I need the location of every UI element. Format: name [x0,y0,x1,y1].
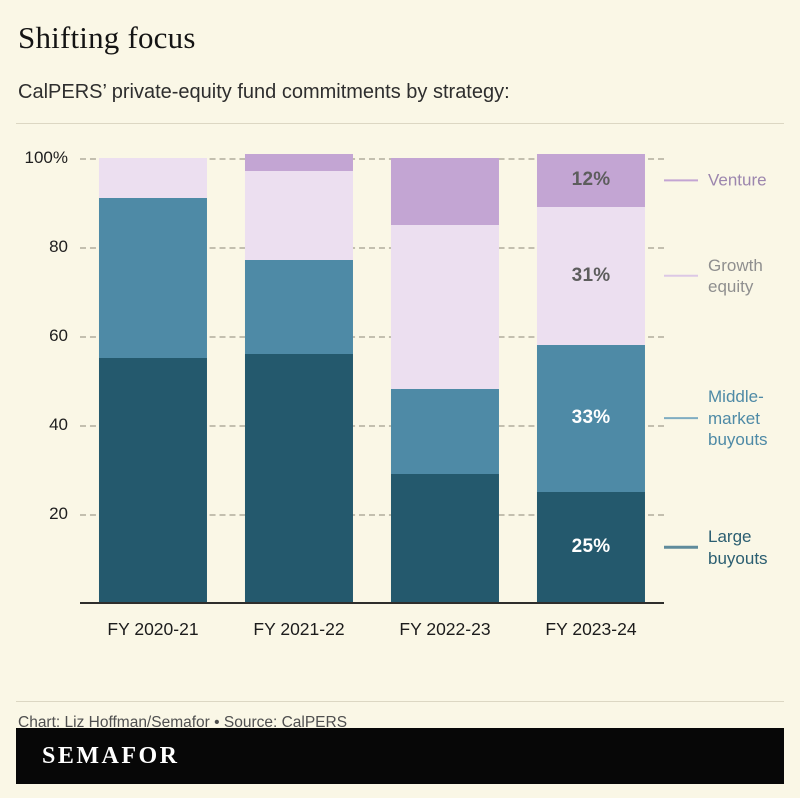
bar-segment: 12% [536,153,646,207]
legend-tick-line [664,417,698,420]
bar-cell [226,153,372,603]
stacked-bar: 12% 31% 33% 25% [536,153,646,603]
chart: 100% 80 60 40 20 12% 31% 33% 25% FY 2020-21 FY 2… [16,124,784,682]
stacked-bar [98,158,208,603]
gridline [80,158,664,160]
bar-segment: 31% [536,206,646,345]
segment-value-label: 12% [571,169,611,191]
bar-segment [98,198,208,359]
y-axis-tick-label: 40 [49,415,68,434]
legend-tick-line [664,546,698,549]
bar-segment [98,158,208,199]
bar-segment [98,358,208,603]
semafor-logo: SEMAFOR [42,742,180,769]
legend-label: Venture [708,170,767,190]
bar-segment [390,158,500,225]
segment-value-label: 33% [571,407,611,429]
plot-area: 12% 31% 33% 25% [80,153,664,604]
segment-value-label: 31% [571,264,611,286]
y-axis-tick-label: 100% [24,148,68,167]
stacked-bar [244,153,354,603]
legend-label: Growth equity [708,255,763,296]
stacked-bar [390,158,500,603]
x-axis: FY 2020-21 FY 2021-22 FY 2022-23 FY 2023-24 [80,619,664,640]
segment-value-label: 25% [571,536,611,558]
legend-item: Growth equity [664,255,784,298]
legend-item: Middle-market buyouts [664,386,784,450]
brand-bar: SEMAFOR [16,728,784,784]
x-axis-label: FY 2023-24 [545,619,637,639]
bar-segment [244,353,354,603]
bar-segment [244,171,354,261]
bar-segment [244,153,354,172]
x-axis-baseline [80,601,664,604]
page-title: Shifting focus [18,20,196,55]
legend-item: Venture [664,170,784,191]
y-axis-tick-label: 20 [49,504,68,523]
y-axis-tick-label: 80 [49,237,68,256]
chart-subtitle: CalPERS’ private-equity fund commitments… [18,81,510,103]
legend: Venture Growth equity Middle-market buyout… [664,158,784,603]
y-axis-tick-label: 60 [49,326,68,345]
legend-tick-line [664,274,698,278]
gridline [80,247,664,249]
gridline [80,336,664,338]
bar-segment [390,389,500,474]
gridline [80,514,664,516]
legend-item: Large buyouts [664,526,784,569]
x-axis-label: FY 2020-21 [107,619,199,639]
bar-segment [390,473,500,603]
bar-segment: 25% [536,491,646,603]
chart-credit: Chart: Liz Hoffman/Semafor • Source: Cal… [18,714,348,731]
bar-cell [80,158,226,603]
footer-divider [16,701,784,702]
y-axis: 100% 80 60 40 20 [16,148,72,603]
bars: 12% 31% 33% 25% [80,153,664,603]
legend-tick-line [664,179,698,182]
header: Shifting focus CalPERS’ private-equity f… [0,0,800,104]
bar-cell [372,158,518,603]
legend-label: Large buyouts [708,527,768,568]
bar-segment [390,224,500,390]
bar-cell: 12% 31% 33% 25% [518,153,664,603]
x-axis-label: FY 2022-23 [399,619,491,639]
gridline [80,425,664,427]
bar-segment: 33% [536,344,646,492]
header-divider [16,123,784,124]
legend-label: Middle-market buyouts [708,387,768,449]
bar-segment [244,260,354,354]
x-axis-label: FY 2021-22 [253,619,345,639]
